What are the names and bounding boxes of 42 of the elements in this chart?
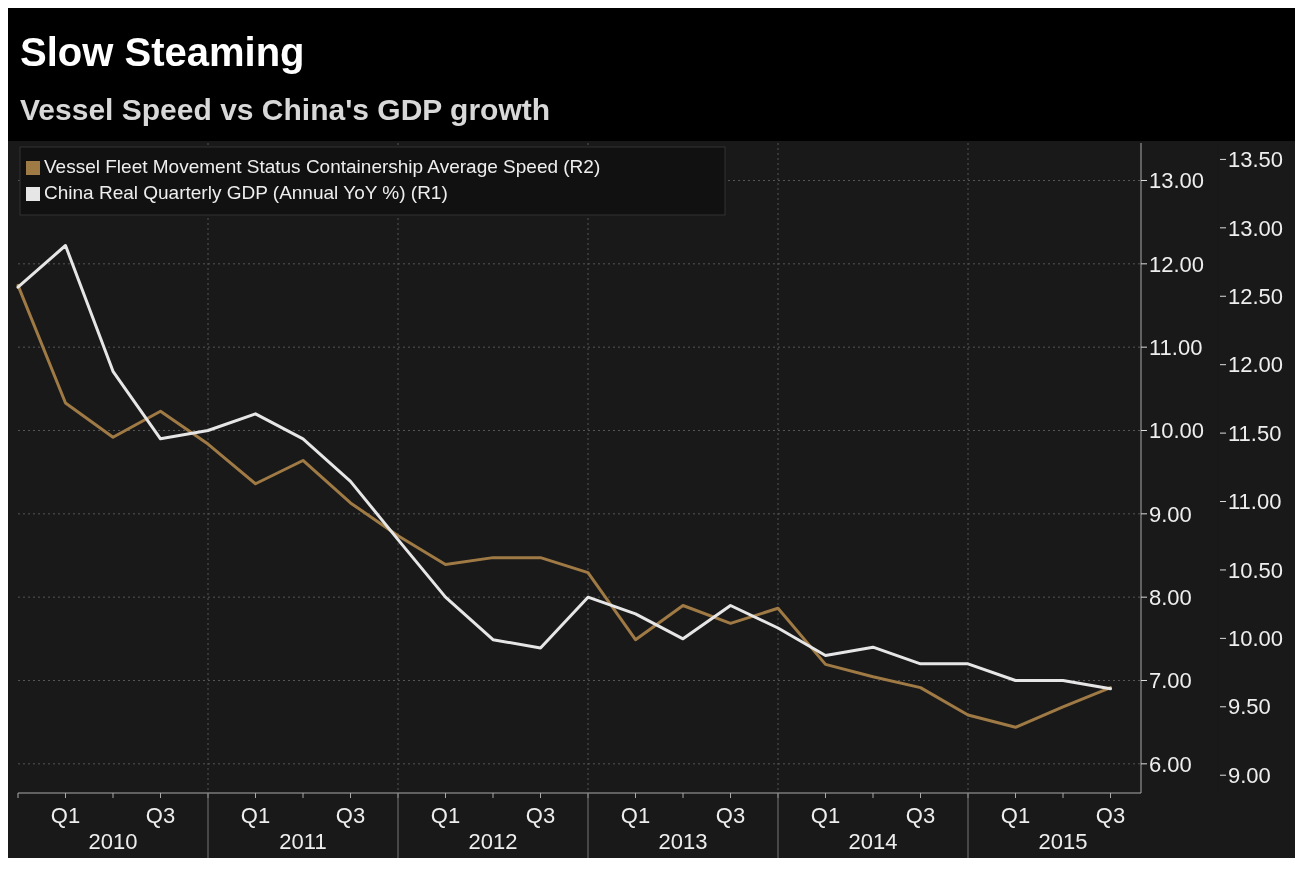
text: 2013 [658,829,708,854]
x-tick-label: Q3 [145,803,176,828]
line-series [16,283,1112,729]
y-tick-label: 11.00 [1149,334,1203,360]
x-tick-label: Q1 [1000,803,1031,828]
y2-tick-label: 13.50 [1228,147,1284,173]
y2-tick-label: 13.00 [1228,215,1284,241]
x-tick-label: Q3 [905,803,936,828]
y-tick-label: 13.00 [1149,168,1205,194]
y2-tick-label: 9.00 [1228,762,1271,788]
chart-title: Slow Steaming [20,30,305,74]
y-tick-label: 8.00 [1149,584,1192,610]
x-tick-label: Q3 [525,803,556,828]
x-tick-label: Q3 [715,803,746,828]
y2-tick-label: 9.50 [1228,694,1271,720]
y2-tick-label: 12.50 [1228,283,1284,309]
y2-tick-label: 12.00 [1228,352,1284,378]
y2-tick-label: 11.50 [1228,420,1282,446]
text: 2012 [468,829,518,854]
y-tick-label: 12.00 [1149,251,1205,277]
line-series [16,244,1112,691]
legend-label: China Real Quarterly GDP (Annual YoY %) (R1) [44,182,448,203]
y-tick-label: 9.00 [1149,501,1192,527]
text: 2014 [848,829,898,854]
legend-label: Vessel Fleet Movement Status Containership Average Speed (R2) [44,156,601,177]
text: 2010 [88,829,138,854]
text: 2015 [1038,829,1088,854]
x-tick-label: Q1 [430,803,461,828]
x-tick-label: Q1 [810,803,841,828]
x-tick-label: Q1 [240,803,271,828]
y-tick-label: 7.00 [1149,668,1192,694]
text: 2011 [279,829,327,854]
y2-tick-label: 10.50 [1228,557,1284,583]
x-tick-label: Q3 [335,803,366,828]
x-tick-label: Q3 [1095,803,1126,828]
x-tick-label: Q1 [620,803,651,828]
y-tick-label: 10.00 [1149,418,1205,444]
y-tick-label: 6.00 [1149,751,1192,777]
y2-tick-label: 10.00 [1228,626,1284,652]
y2-tick-label: 11.00 [1228,489,1282,515]
chart-subtitle: Vessel Speed vs China's GDP growth [20,93,551,126]
x-tick-label: Q1 [50,803,81,828]
